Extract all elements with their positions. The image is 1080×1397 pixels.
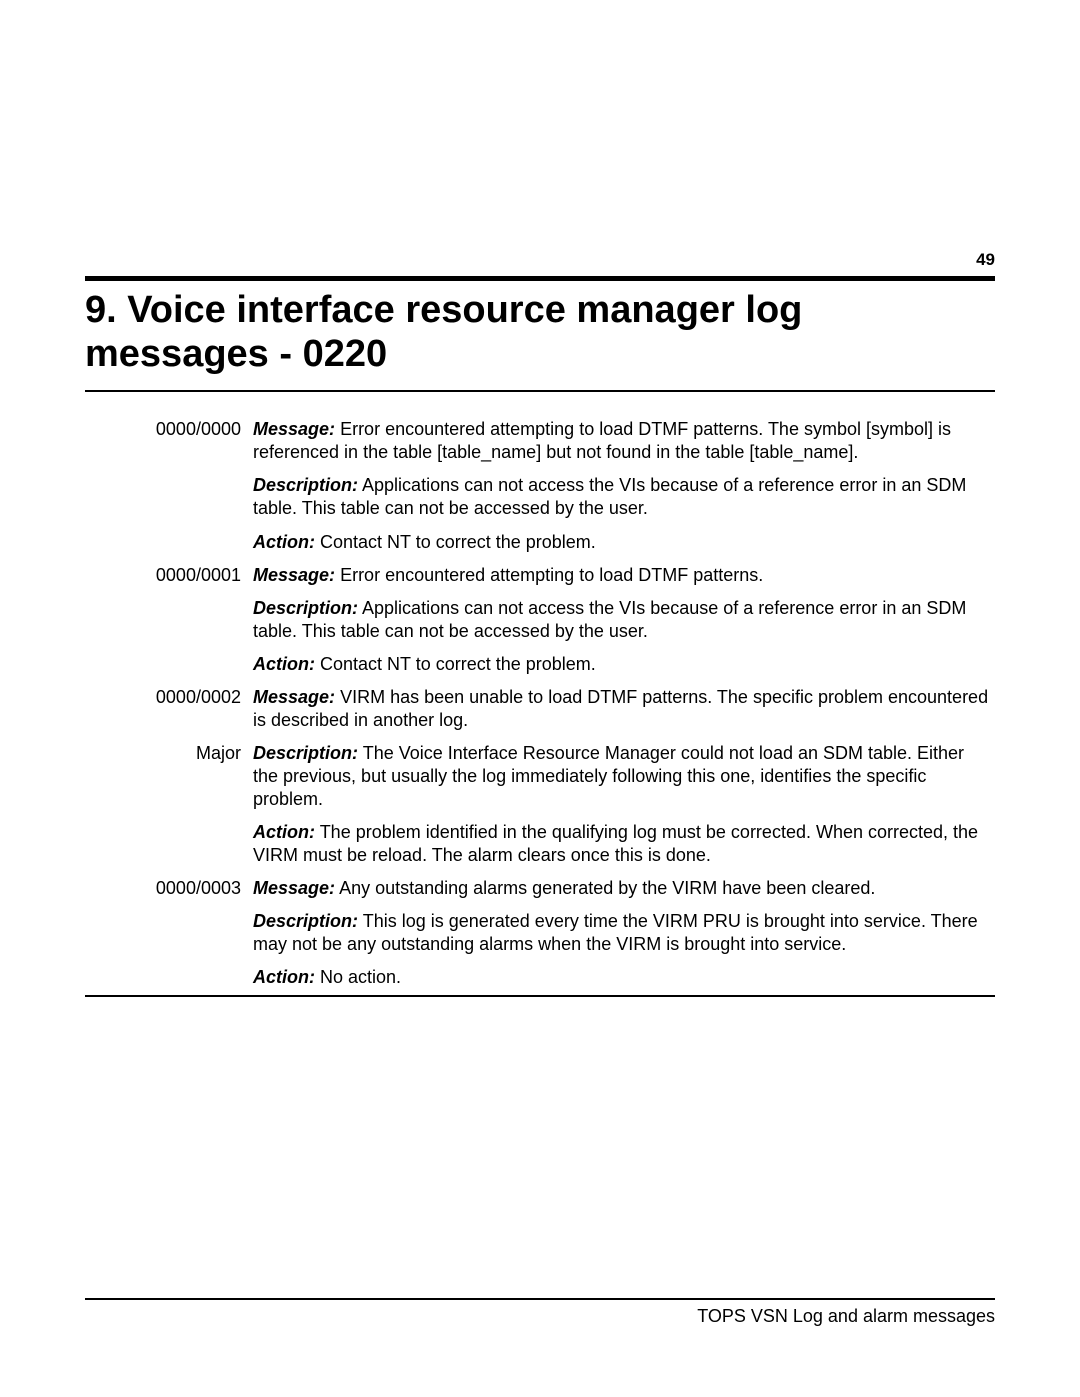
entry-severity: Major [85,738,247,817]
entry-message-cell: Message: Error encountered attempting to… [247,414,995,470]
title-rule-bottom [85,390,995,392]
description-text: The Voice Interface Resource Manager cou… [253,743,964,809]
document-page: 49 9. Voice interface resource manager l… [0,0,1080,1397]
message-text: VIRM has been unable to load DTMF patter… [253,687,988,730]
table-row: 0000/0000 Message: Error encountered att… [85,414,995,470]
message-label: Message: [253,878,335,898]
message-text: Any outstanding alarms generated by the … [339,878,875,898]
entry-message-cell: Message: VIRM has been unable to load DT… [247,682,995,738]
description-label: Description: [253,743,358,763]
entry-message-cell: Message: Any outstanding alarms generate… [247,873,995,906]
entry-blank [85,962,247,995]
page-footer: TOPS VSN Log and alarm messages [85,1298,995,1327]
description-label: Description: [253,598,358,618]
table-row: 0000/0002 Message: VIRM has been unable … [85,682,995,738]
action-text: Contact NT to correct the problem. [320,532,596,552]
footer-text: TOPS VSN Log and alarm messages [85,1306,995,1327]
entry-code: 0000/0003 [85,873,247,906]
entry-blank [85,817,247,873]
entry-action-cell: Action: Contact NT to correct the proble… [247,527,995,560]
message-text: Error encountered attempting to load DTM… [253,419,951,462]
action-label: Action: [253,532,315,552]
action-label: Action: [253,822,315,842]
entry-action-cell: Action: The problem identified in the qu… [247,817,995,873]
table-row: Major Description: The Voice Interface R… [85,738,995,817]
entry-code: 0000/0001 [85,560,247,593]
entry-description-cell: Description: This log is generated every… [247,906,995,962]
table-row: Description: This log is generated every… [85,906,995,962]
entry-blank [85,649,247,682]
footer-rule [85,1298,995,1300]
action-text: The problem identified in the qualifying… [253,822,978,865]
table-row: Action: The problem identified in the qu… [85,817,995,873]
table-end-rule [85,995,995,997]
entry-action-cell: Action: No action. [247,962,995,995]
entry-severity [85,593,247,649]
table-row: Action: Contact NT to correct the proble… [85,649,995,682]
entry-code: 0000/0000 [85,414,247,470]
description-text: This log is generated every time the VIR… [253,911,978,954]
entry-severity [85,470,247,526]
description-label: Description: [253,475,358,495]
description-text: Applications can not access the VIs beca… [253,475,966,518]
action-text: No action. [320,967,401,987]
log-entries-table: 0000/0000 Message: Error encountered att… [85,414,995,995]
message-label: Message: [253,687,335,707]
description-text: Applications can not access the VIs beca… [253,598,966,641]
chapter-title: 9. Voice interface resource manager log … [85,289,995,376]
entry-message-cell: Message: Error encountered attempting to… [247,560,995,593]
description-label: Description: [253,911,358,931]
entry-description-cell: Description: Applications can not access… [247,593,995,649]
entry-code: 0000/0002 [85,682,247,738]
entry-description-cell: Description: Applications can not access… [247,470,995,526]
entry-blank [85,527,247,560]
table-row: 0000/0003 Message: Any outstanding alarm… [85,873,995,906]
message-label: Message: [253,565,335,585]
table-row: Description: Applications can not access… [85,470,995,526]
action-text: Contact NT to correct the problem. [320,654,596,674]
entry-action-cell: Action: Contact NT to correct the proble… [247,649,995,682]
entry-description-cell: Description: The Voice Interface Resourc… [247,738,995,817]
page-number: 49 [85,250,995,270]
title-rule-top [85,276,995,281]
message-label: Message: [253,419,335,439]
action-label: Action: [253,967,315,987]
action-label: Action: [253,654,315,674]
message-text: Error encountered attempting to load DTM… [340,565,763,585]
table-row: 0000/0001 Message: Error encountered att… [85,560,995,593]
entry-severity [85,906,247,962]
table-row: Description: Applications can not access… [85,593,995,649]
table-row: Action: No action. [85,962,995,995]
table-row: Action: Contact NT to correct the proble… [85,527,995,560]
